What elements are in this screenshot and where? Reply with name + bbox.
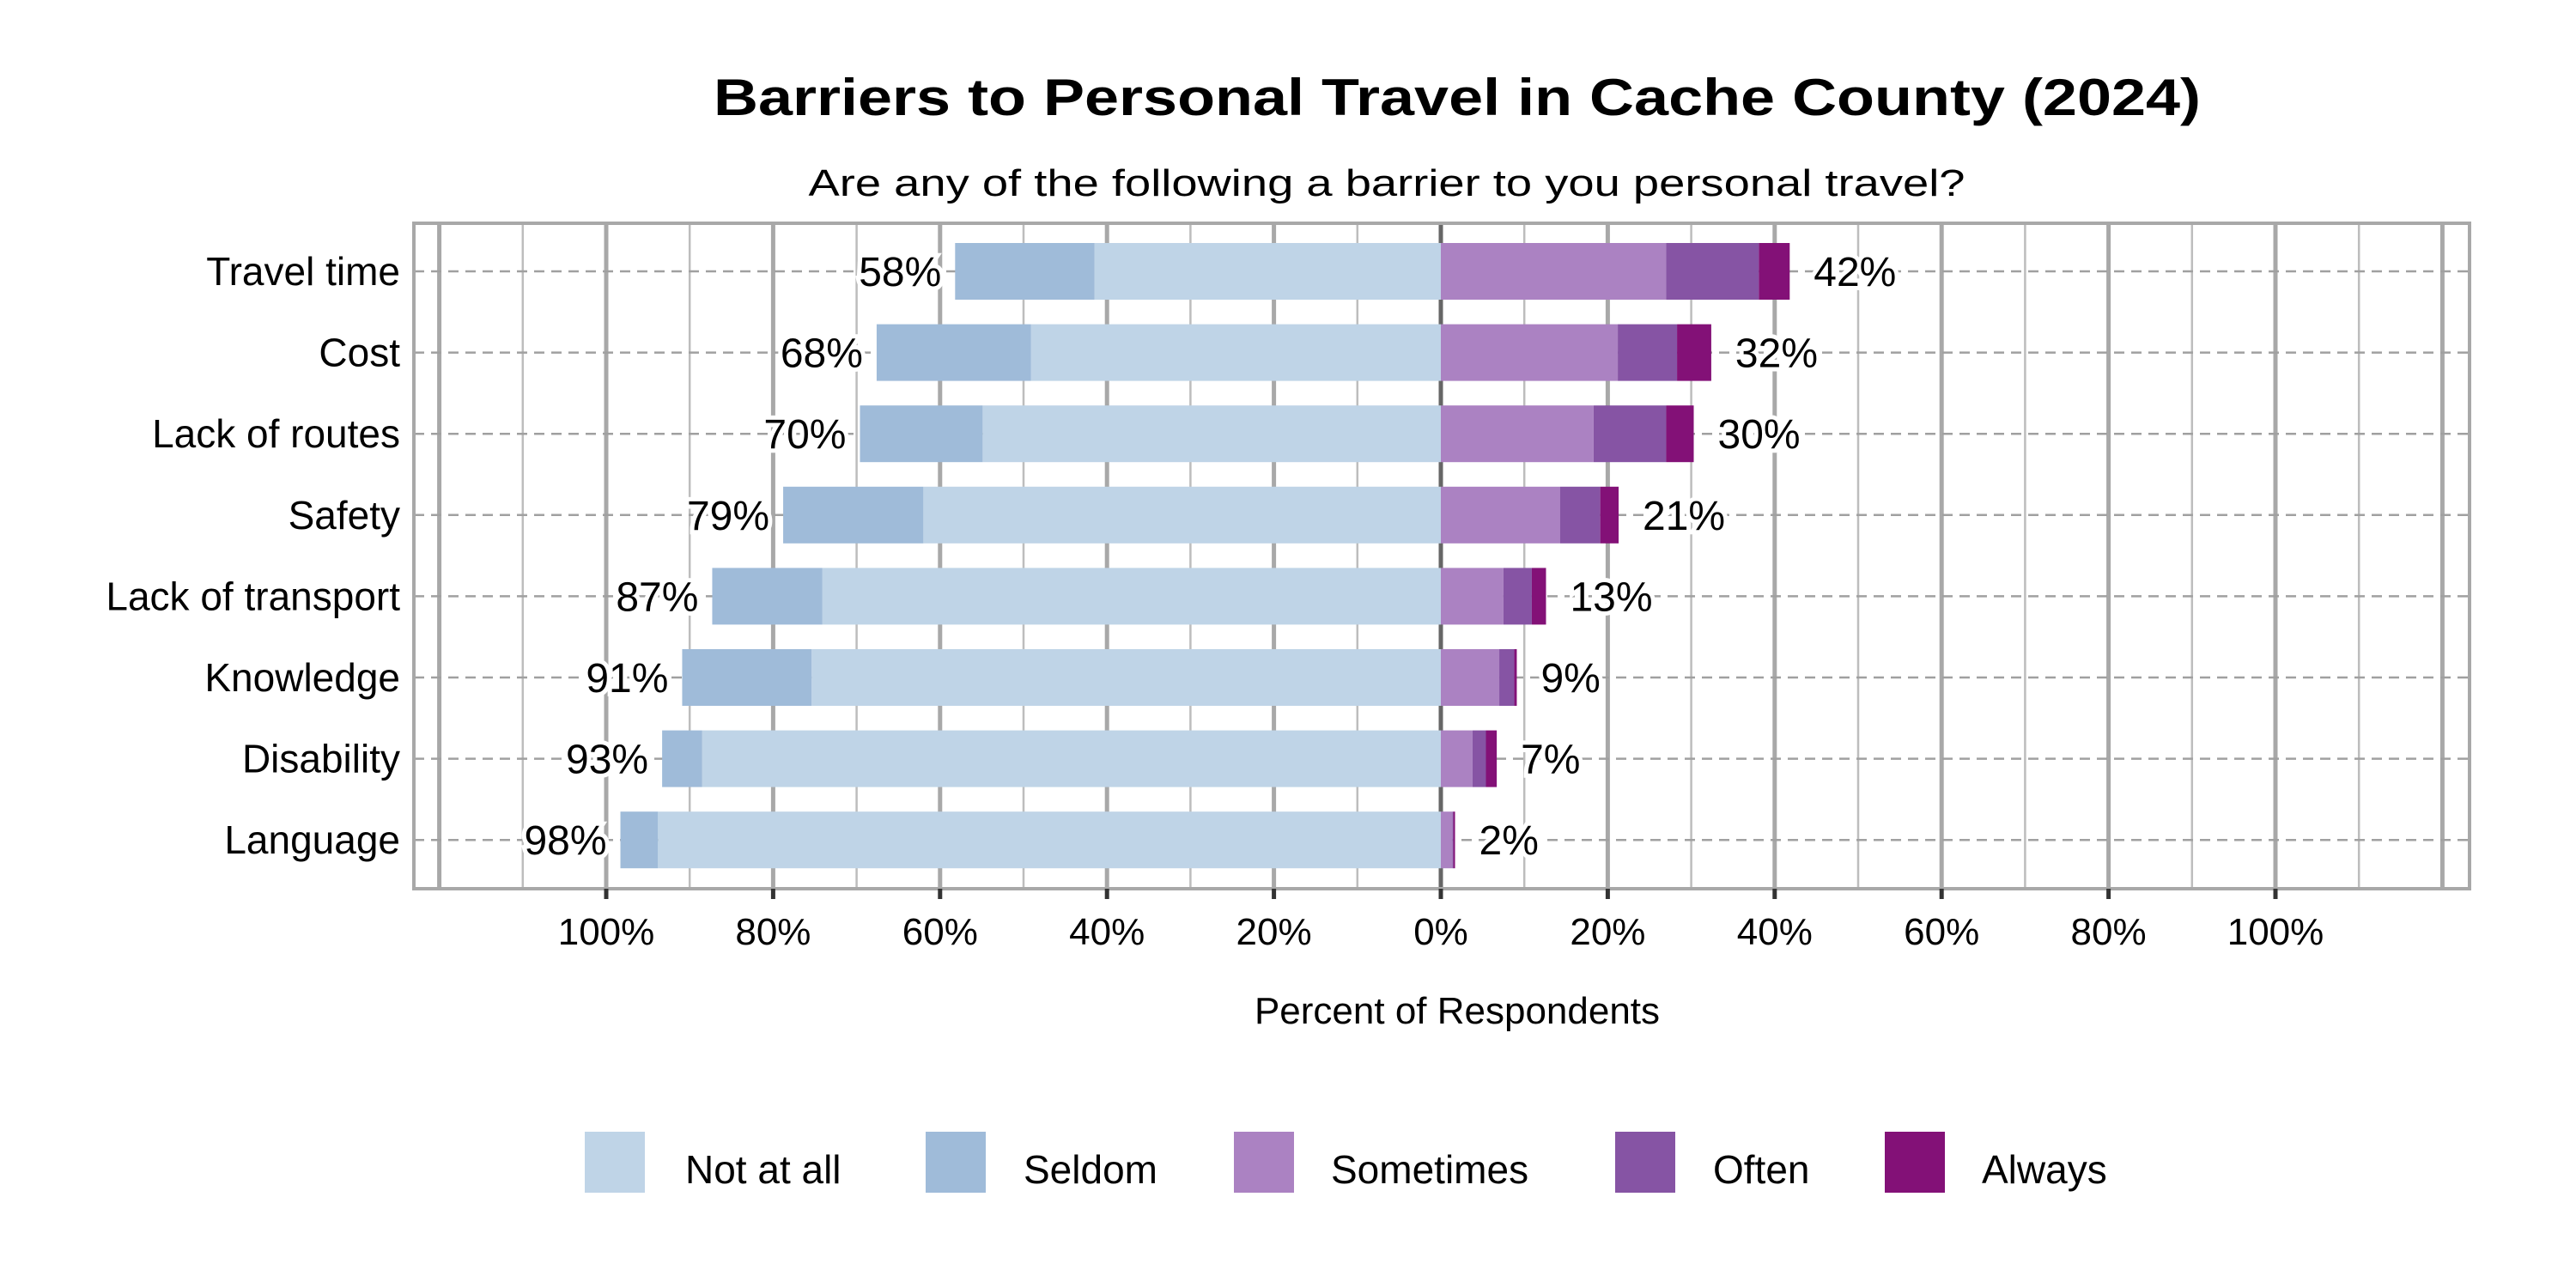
bar-segment-seldom bbox=[662, 730, 702, 787]
x-tick-label: 0% bbox=[1413, 911, 1468, 953]
x-tick-label: 100% bbox=[2227, 911, 2324, 953]
positive-total-label: 42% bbox=[1814, 250, 1896, 295]
positive-total-label: 32% bbox=[1735, 331, 1818, 377]
chart-subtitle: Are any of the following a barrier to yo… bbox=[809, 162, 1965, 204]
bar-segment-seldom bbox=[712, 568, 823, 625]
bar-segment-often bbox=[1618, 324, 1678, 381]
positive-total-label: 30% bbox=[1718, 412, 1801, 458]
legend: Not at all Seldom Sometimes Often Always bbox=[585, 1132, 2107, 1193]
x-tick-label: 100% bbox=[558, 911, 655, 953]
bar-segment-often bbox=[1666, 243, 1759, 300]
x-tick-label: 20% bbox=[1570, 911, 1645, 953]
x-tick-label: 20% bbox=[1236, 911, 1312, 953]
category-label: Language bbox=[224, 817, 400, 862]
bar-segment-often bbox=[1499, 649, 1515, 706]
category-label: Cost bbox=[319, 331, 400, 375]
negative-total-label: 68% bbox=[781, 331, 863, 377]
bar-segment-not-at-all bbox=[811, 649, 1441, 706]
positive-total-label: 2% bbox=[1479, 818, 1539, 864]
bar-segment-sometimes bbox=[1441, 811, 1453, 869]
positive-total-label: 7% bbox=[1521, 738, 1580, 783]
legend-label: Always bbox=[1982, 1147, 2107, 1192]
category-label: Lack of routes bbox=[152, 411, 400, 456]
legend-swatch bbox=[1885, 1132, 1945, 1193]
bar-segment-always bbox=[1677, 324, 1711, 381]
x-axis-title: Percent of Respondents bbox=[1255, 990, 1660, 1032]
bar-segment-always bbox=[1666, 405, 1694, 463]
x-tick-label: 40% bbox=[1737, 911, 1813, 953]
bar-segment-often bbox=[1452, 811, 1454, 869]
x-tick-label: 60% bbox=[1904, 911, 1979, 953]
bar-segment-always bbox=[1485, 730, 1498, 787]
category-label: Safety bbox=[289, 493, 400, 538]
bar-segment-often bbox=[1559, 486, 1601, 544]
category-label: Travel time bbox=[206, 249, 400, 294]
chart-title: Barriers to Personal Travel in Cache Cou… bbox=[714, 69, 2201, 126]
x-tick-label: 40% bbox=[1069, 911, 1145, 953]
bars bbox=[620, 243, 1790, 869]
legend-swatch bbox=[1615, 1132, 1675, 1193]
x-tick-label: 60% bbox=[902, 911, 978, 953]
bar-segment-not-at-all bbox=[1030, 324, 1441, 381]
negative-total-label: 79% bbox=[687, 494, 769, 539]
bar-segment-not-at-all bbox=[702, 730, 1441, 787]
negative-total-label: 98% bbox=[524, 818, 606, 864]
category-label: Lack of transport bbox=[106, 574, 400, 618]
legend-label: Often bbox=[1713, 1147, 1810, 1192]
legend-label: Seldom bbox=[1024, 1147, 1157, 1192]
negative-total-label: 58% bbox=[859, 250, 941, 295]
bar-segment-always bbox=[1600, 486, 1619, 544]
bar-segment-sometimes bbox=[1441, 730, 1473, 787]
bar-segment-not-at-all bbox=[658, 811, 1441, 869]
bar-segment-not-at-all bbox=[923, 486, 1441, 544]
bar-segment-sometimes bbox=[1441, 568, 1504, 625]
bar-segment-seldom bbox=[860, 405, 983, 463]
legend-swatch bbox=[926, 1132, 986, 1193]
negative-total-label: 87% bbox=[616, 574, 698, 620]
bar-segment-always bbox=[1514, 649, 1517, 706]
bar-segment-seldom bbox=[783, 486, 924, 544]
bar-segment-always bbox=[1453, 811, 1455, 869]
bar-segment-seldom bbox=[876, 324, 1031, 381]
bar-segment-always bbox=[1759, 243, 1790, 300]
bar-segment-often bbox=[1593, 405, 1667, 463]
category-label: Disability bbox=[242, 737, 400, 781]
bar-segment-seldom bbox=[620, 811, 659, 869]
x-tick-label: 80% bbox=[2071, 911, 2147, 953]
positive-total-label: 21% bbox=[1643, 494, 1725, 539]
bar-segment-sometimes bbox=[1441, 486, 1560, 544]
negative-total-label: 91% bbox=[586, 656, 668, 702]
bar-segment-often bbox=[1503, 568, 1532, 625]
gridlines bbox=[414, 223, 2470, 889]
positive-total-label: 9% bbox=[1540, 656, 1600, 702]
bar-segment-sometimes bbox=[1441, 324, 1619, 381]
legend-label: Sometimes bbox=[1331, 1147, 1528, 1192]
bar-segment-not-at-all bbox=[982, 405, 1441, 463]
negative-total-label: 70% bbox=[763, 412, 846, 458]
bar-segment-seldom bbox=[682, 649, 812, 706]
positive-total-label: 13% bbox=[1570, 574, 1652, 620]
legend-label: Not at all bbox=[685, 1147, 841, 1192]
bar-segment-not-at-all bbox=[1094, 243, 1441, 300]
labels: Travel time 58% 42% Cost 68% 32% Lack of route… bbox=[106, 246, 2324, 953]
bar-segment-not-at-all bbox=[822, 568, 1441, 625]
bar-segment-always bbox=[1531, 568, 1546, 625]
legend-swatch bbox=[1234, 1132, 1294, 1193]
bar-segment-often bbox=[1472, 730, 1486, 787]
x-tick-label: 80% bbox=[735, 911, 811, 953]
bar-segment-sometimes bbox=[1441, 405, 1594, 463]
legend-swatch bbox=[585, 1132, 645, 1193]
negative-total-label: 93% bbox=[566, 738, 648, 783]
category-label: Knowledge bbox=[204, 655, 400, 700]
bar-segment-sometimes bbox=[1441, 243, 1667, 300]
bar-segment-seldom bbox=[955, 243, 1095, 300]
bar-segment-sometimes bbox=[1441, 649, 1500, 706]
